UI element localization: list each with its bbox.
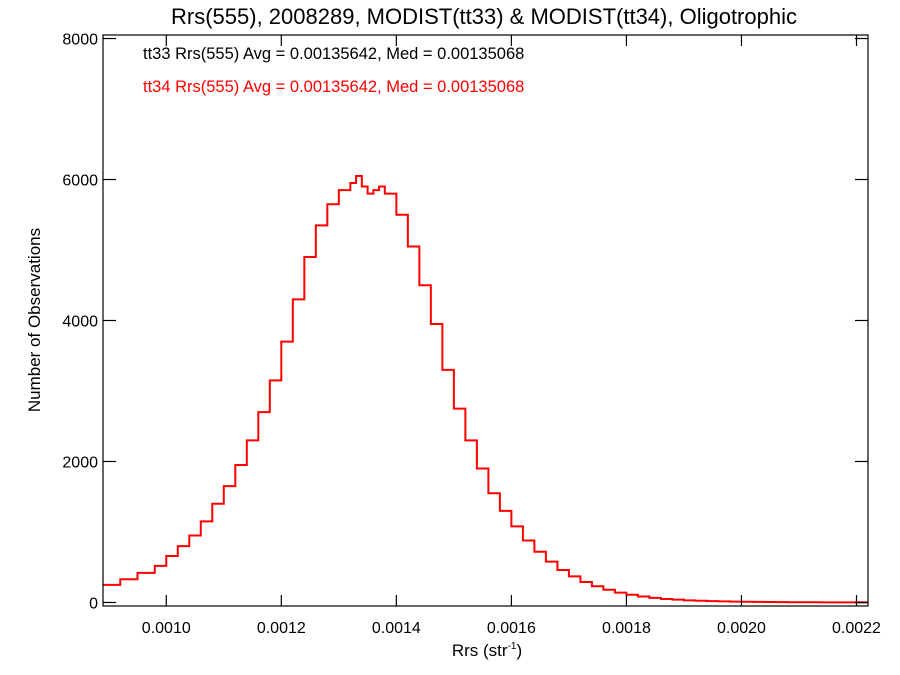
y-tick-label: 4000 <box>62 314 98 331</box>
annotation-tt34: tt34 Rrs(555) Avg = 0.00135642, Med = 0.… <box>143 78 524 96</box>
x-tick-label: 0.0010 <box>142 620 191 637</box>
chart-title: Rrs(555), 2008289, MODIST(tt33) & MODIST… <box>171 4 797 29</box>
x-tick-label: 0.0022 <box>832 620 881 637</box>
plot-frame <box>102 34 869 607</box>
x-axis-label: Rrs (str-1) <box>452 641 522 660</box>
x-tick-label: 0.0020 <box>717 620 766 637</box>
x-tick-label: 0.0018 <box>602 620 651 637</box>
y-tick-label: 8000 <box>62 32 98 49</box>
y-tick-label: 6000 <box>62 173 98 190</box>
x-axis-label-main: Rrs (str <box>452 641 508 660</box>
x-axis-label-sup: -1 <box>508 641 517 652</box>
y-tick-label: 2000 <box>62 454 98 471</box>
annotation-tt33: tt33 Rrs(555) Avg = 0.00135642, Med = 0.… <box>143 45 524 63</box>
x-tick-label: 0.0016 <box>487 620 536 637</box>
axes: 0.0010 0.0012 0.0014 0.0016 0.0018 0.0020 0.00… <box>62 32 881 637</box>
x-axis-label-close: ) <box>516 641 522 660</box>
y-axis-label: Number of Observations <box>25 228 44 412</box>
y-tick-label: 0 <box>89 595 98 612</box>
x-tick-label: 0.0014 <box>372 620 421 637</box>
series-line-0 <box>103 174 868 604</box>
x-tick-label: 0.0012 <box>257 620 306 637</box>
plot-area <box>103 174 868 604</box>
